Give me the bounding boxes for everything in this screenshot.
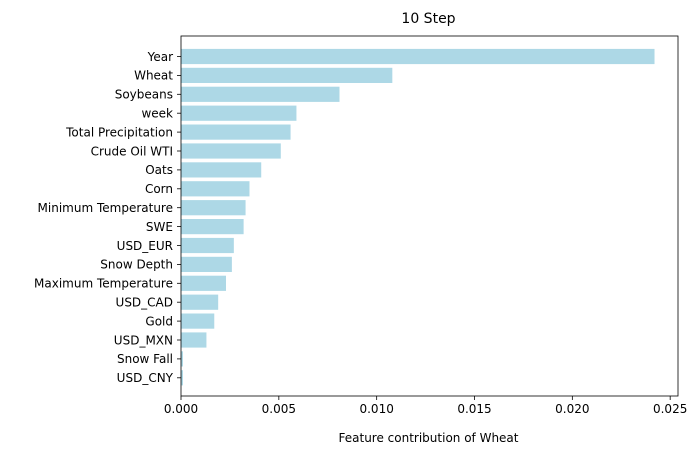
y-tick-label: Snow Depth bbox=[100, 258, 173, 272]
y-tick-label: Crude Oil WTI bbox=[91, 144, 173, 158]
bar-week bbox=[181, 105, 297, 121]
y-tick-label: Oats bbox=[145, 163, 173, 177]
y-tick-label: Corn bbox=[145, 182, 173, 196]
bar-usd-cny bbox=[181, 370, 183, 386]
plot-frame bbox=[180, 35, 679, 397]
x-tick-label: 0.005 bbox=[262, 402, 296, 416]
y-tick-label: Soybeans bbox=[115, 88, 173, 102]
bar-usd-mxn bbox=[181, 332, 207, 348]
y-tick-label: week bbox=[141, 107, 173, 121]
x-tick-label: 0.025 bbox=[653, 402, 687, 416]
bar-snow-fall bbox=[181, 351, 183, 367]
y-tick-label: Total Precipitation bbox=[65, 125, 173, 139]
y-tick-label: USD_CNY bbox=[117, 371, 174, 385]
x-tick-label: 0.020 bbox=[555, 402, 589, 416]
y-tick-label: Snow Fall bbox=[117, 352, 173, 366]
bar-wheat bbox=[181, 67, 393, 83]
bar-usd-cad bbox=[181, 294, 219, 310]
bar-total-precipitation bbox=[181, 124, 291, 140]
bar-maximum-temperature bbox=[181, 275, 227, 291]
y-tick-label: USD_MXN bbox=[114, 333, 173, 347]
bars-group bbox=[181, 48, 655, 386]
bar-gold bbox=[181, 313, 215, 329]
bar-oats bbox=[181, 162, 262, 178]
x-tick-label: 0.000 bbox=[164, 402, 198, 416]
bar-year bbox=[181, 48, 655, 65]
bar-usd-eur bbox=[181, 237, 234, 254]
bar-soybeans bbox=[181, 86, 340, 102]
x-tick-label: 0.010 bbox=[359, 402, 393, 416]
bar-swe bbox=[181, 219, 244, 235]
y-tick-label: USD_CAD bbox=[116, 296, 173, 310]
bar-snow-depth bbox=[181, 256, 232, 272]
y-tick-label: USD_EUR bbox=[117, 239, 173, 253]
x-axis-label: Feature contribution of Wheat bbox=[339, 431, 519, 445]
chart-title: 10 Step bbox=[401, 11, 455, 27]
x-tick-label: 0.015 bbox=[457, 402, 491, 416]
y-tick-label: Minimum Temperature bbox=[38, 201, 173, 215]
y-tick-label: Maximum Temperature bbox=[34, 277, 173, 291]
bar-crude-oil-wti bbox=[181, 143, 281, 159]
y-tick-label: Gold bbox=[145, 314, 173, 328]
bar-corn bbox=[181, 181, 250, 197]
y-tick-label: SWE bbox=[146, 220, 173, 234]
y-tick-label: Wheat bbox=[134, 69, 173, 83]
y-tick-label: Year bbox=[147, 50, 173, 64]
bar-minimum-temperature bbox=[181, 200, 246, 216]
axes-group: Year Wheat Soybeans week Total Precipitation… bbox=[34, 35, 687, 416]
